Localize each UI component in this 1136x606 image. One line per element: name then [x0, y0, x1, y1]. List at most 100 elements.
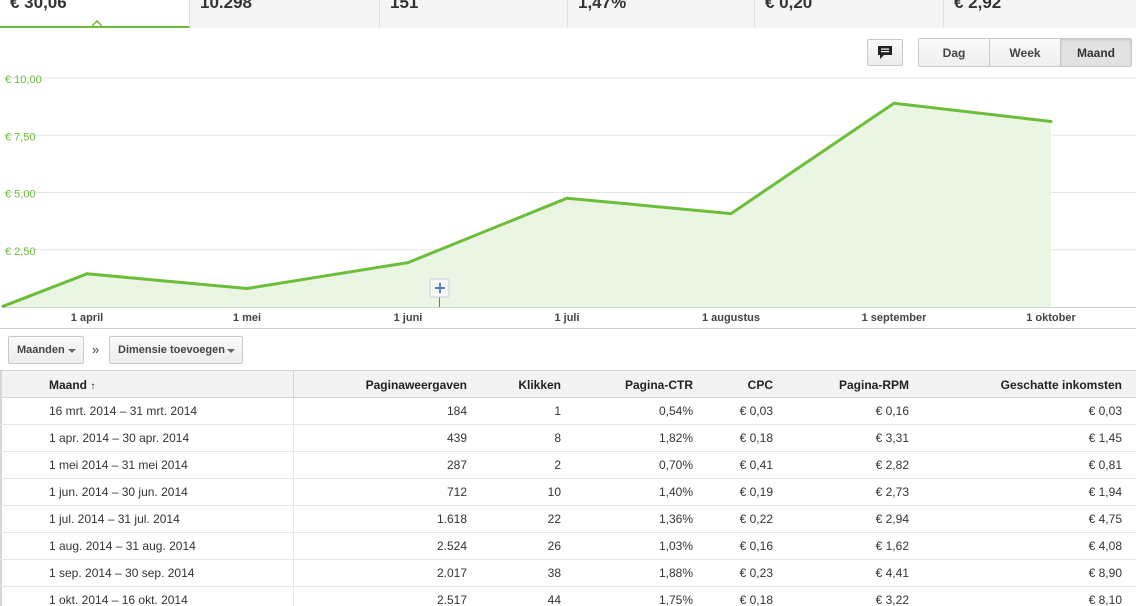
dimension-bar: Maanden » Dimensie toevoegen	[0, 328, 1136, 370]
y-tick-label: € 5,00	[5, 189, 36, 201]
cell-clicks: 38	[547, 566, 561, 580]
cell-estimated-earnings: € 1,94	[1088, 485, 1122, 499]
cell-page-ctr: 0,70%	[658, 458, 693, 472]
sort-arrow-icon: ↑	[90, 381, 96, 392]
cell-page-rpm: € 0,16	[875, 404, 909, 418]
annotation-button[interactable]	[867, 39, 903, 66]
cell-page-ctr: 1,75%	[658, 593, 693, 606]
add-dimension-dropdown[interactable]: Dimensie toevoegen	[109, 336, 243, 364]
scorecard-estimated-earnings[interactable]: € 30,06	[0, 0, 190, 28]
table-row: 1 jun. 2014 – 30 jun. 2014 712 10 1,40% € 0,…	[0, 479, 1136, 506]
y-tick-label: € 7,50	[5, 131, 36, 143]
chart-svg: € 2,50 € 5,00 € 7,50 € 10,00 1 april 1 mei 1 j…	[1, 74, 1136, 324]
cell-month: 1 apr. 2014 – 30 apr. 2014	[49, 431, 190, 445]
y-tick-label: € 10,00	[5, 74, 42, 86]
chevron-down-icon	[227, 349, 235, 353]
table-row: 1 okt. 2014 – 16 okt. 2014 2.517 44 1,75% € …	[0, 587, 1136, 606]
cell-cpc: € 0,18	[739, 431, 773, 445]
column-separator	[293, 560, 294, 586]
x-tick-label: 1 april	[71, 312, 103, 324]
primary-dimension-label: Maanden	[17, 344, 65, 356]
header-cpc[interactable]: CPC	[747, 378, 773, 392]
granularity-month-button[interactable]: Maand	[1061, 39, 1131, 66]
scorecard-cpc[interactable]: € 0,20	[755, 0, 944, 28]
column-separator	[293, 452, 294, 478]
cell-cpc: € 0,19	[739, 485, 773, 499]
cell-month: 1 sep. 2014 – 30 sep. 2014	[49, 566, 195, 580]
cell-page-ctr: 0,54%	[658, 404, 693, 418]
data-point	[1049, 120, 1053, 123]
table-row: 16 mrt. 2014 – 31 mrt. 2014 184 1 0,54% € 0,…	[0, 398, 1136, 425]
header-month-label: Maand	[49, 378, 88, 392]
table-header: Maand ↑ Paginaweergaven Klikken Pagina-C…	[0, 370, 1136, 398]
header-page-rpm[interactable]: Pagina-RPM	[838, 378, 909, 392]
table-row: 1 sep. 2014 – 30 sep. 2014 2.017 38 1,88% € …	[0, 560, 1136, 587]
report-table: Maand ↑ Paginaweergaven Klikken Pagina-C…	[0, 370, 1136, 606]
header-page-ctr[interactable]: Pagina-CTR	[624, 378, 693, 392]
data-point	[245, 287, 249, 290]
scorecard-page-rpm[interactable]: € 2,92	[944, 0, 1136, 28]
table-row: 1 apr. 2014 – 30 apr. 2014 439 8 1,82% € 0,1…	[0, 425, 1136, 452]
cell-estimated-earnings: € 8,90	[1088, 566, 1122, 580]
scorecard-bar: € 30,06 10.298 151 1,47% € 0,20 € 2,92	[0, 0, 1136, 28]
granularity-toggle: Dag Week Maand	[918, 38, 1132, 67]
cell-cpc: € 0,22	[739, 512, 773, 526]
header-page-views[interactable]: Paginaweergaven	[365, 378, 467, 392]
data-point	[892, 101, 896, 105]
cell-clicks: 22	[547, 512, 561, 526]
cell-page-ctr: 1,36%	[658, 512, 693, 526]
scorecard-value: 1,47%	[578, 0, 627, 12]
cell-month: 1 jul. 2014 – 31 jul. 2014	[49, 512, 180, 526]
cell-page-ctr: 1,82%	[658, 431, 693, 445]
data-point	[406, 261, 410, 265]
scorecard-value: € 0,20	[765, 0, 813, 12]
x-tick-label: 1 juli	[554, 312, 579, 324]
column-separator	[293, 506, 294, 532]
scorecard-clicks[interactable]: 151	[380, 0, 568, 28]
cell-estimated-earnings: € 8,10	[1088, 593, 1122, 606]
table-row: 1 jul. 2014 – 31 jul. 2014 1.618 22 1,36% € …	[0, 506, 1136, 533]
granularity-day-button[interactable]: Dag	[919, 39, 990, 66]
table-body: 16 mrt. 2014 – 31 mrt. 2014 184 1 0,54% € 0,…	[0, 398, 1136, 606]
primary-dimension-dropdown[interactable]: Maanden	[8, 336, 84, 364]
cell-page-rpm: € 3,22	[875, 593, 909, 606]
cell-clicks: 1	[554, 404, 561, 418]
scorecard-page-views[interactable]: 10.298	[190, 0, 380, 28]
cell-clicks: 8	[554, 431, 561, 445]
cell-page-rpm: € 2,82	[875, 458, 909, 472]
cell-page-ctr: 1,03%	[658, 539, 693, 553]
scorecard-value: 151	[390, 0, 419, 12]
column-separator	[293, 587, 294, 606]
cell-estimated-earnings: € 0,81	[1088, 458, 1122, 472]
granularity-week-button[interactable]: Week	[990, 39, 1061, 66]
table-border	[0, 452, 2, 478]
table-row: 1 aug. 2014 – 31 aug. 2014 2.524 26 1,03% € …	[0, 533, 1136, 560]
data-point	[85, 272, 89, 276]
table-border	[0, 398, 2, 424]
cell-page-views: 2.017	[436, 566, 467, 580]
x-tick-label: 1 september	[862, 312, 928, 324]
breadcrumb-separator: »	[92, 342, 100, 357]
cell-clicks: 26	[547, 539, 561, 553]
scorecard-page-ctr[interactable]: 1,47%	[568, 0, 755, 28]
header-estimated-earnings[interactable]: Geschatte inkomsten	[1000, 378, 1122, 392]
cell-page-ctr: 1,40%	[658, 485, 693, 499]
cell-page-views: 2.524	[436, 539, 467, 553]
header-month[interactable]: Maand ↑	[49, 378, 95, 392]
cell-month: 1 okt. 2014 – 16 okt. 2014	[49, 593, 188, 606]
table-border	[0, 479, 2, 505]
cell-month: 1 mei 2014 – 31 mei 2014	[49, 458, 188, 472]
series-area	[3, 103, 1051, 307]
column-separator	[293, 398, 294, 424]
data-point	[1, 304, 5, 308]
column-separator	[293, 371, 294, 397]
cell-estimated-earnings: € 0,03	[1088, 404, 1122, 418]
cell-page-views: 184	[446, 404, 467, 418]
header-clicks[interactable]: Klikken	[518, 378, 561, 392]
cell-estimated-earnings: € 1,45	[1088, 431, 1122, 445]
cell-estimated-earnings: € 4,75	[1088, 512, 1122, 526]
cell-clicks: 10	[547, 485, 561, 499]
y-tick-label: € 2,50	[5, 246, 36, 258]
scorecard-value: € 2,92	[954, 0, 1002, 12]
cell-cpc: € 0,16	[739, 539, 773, 553]
